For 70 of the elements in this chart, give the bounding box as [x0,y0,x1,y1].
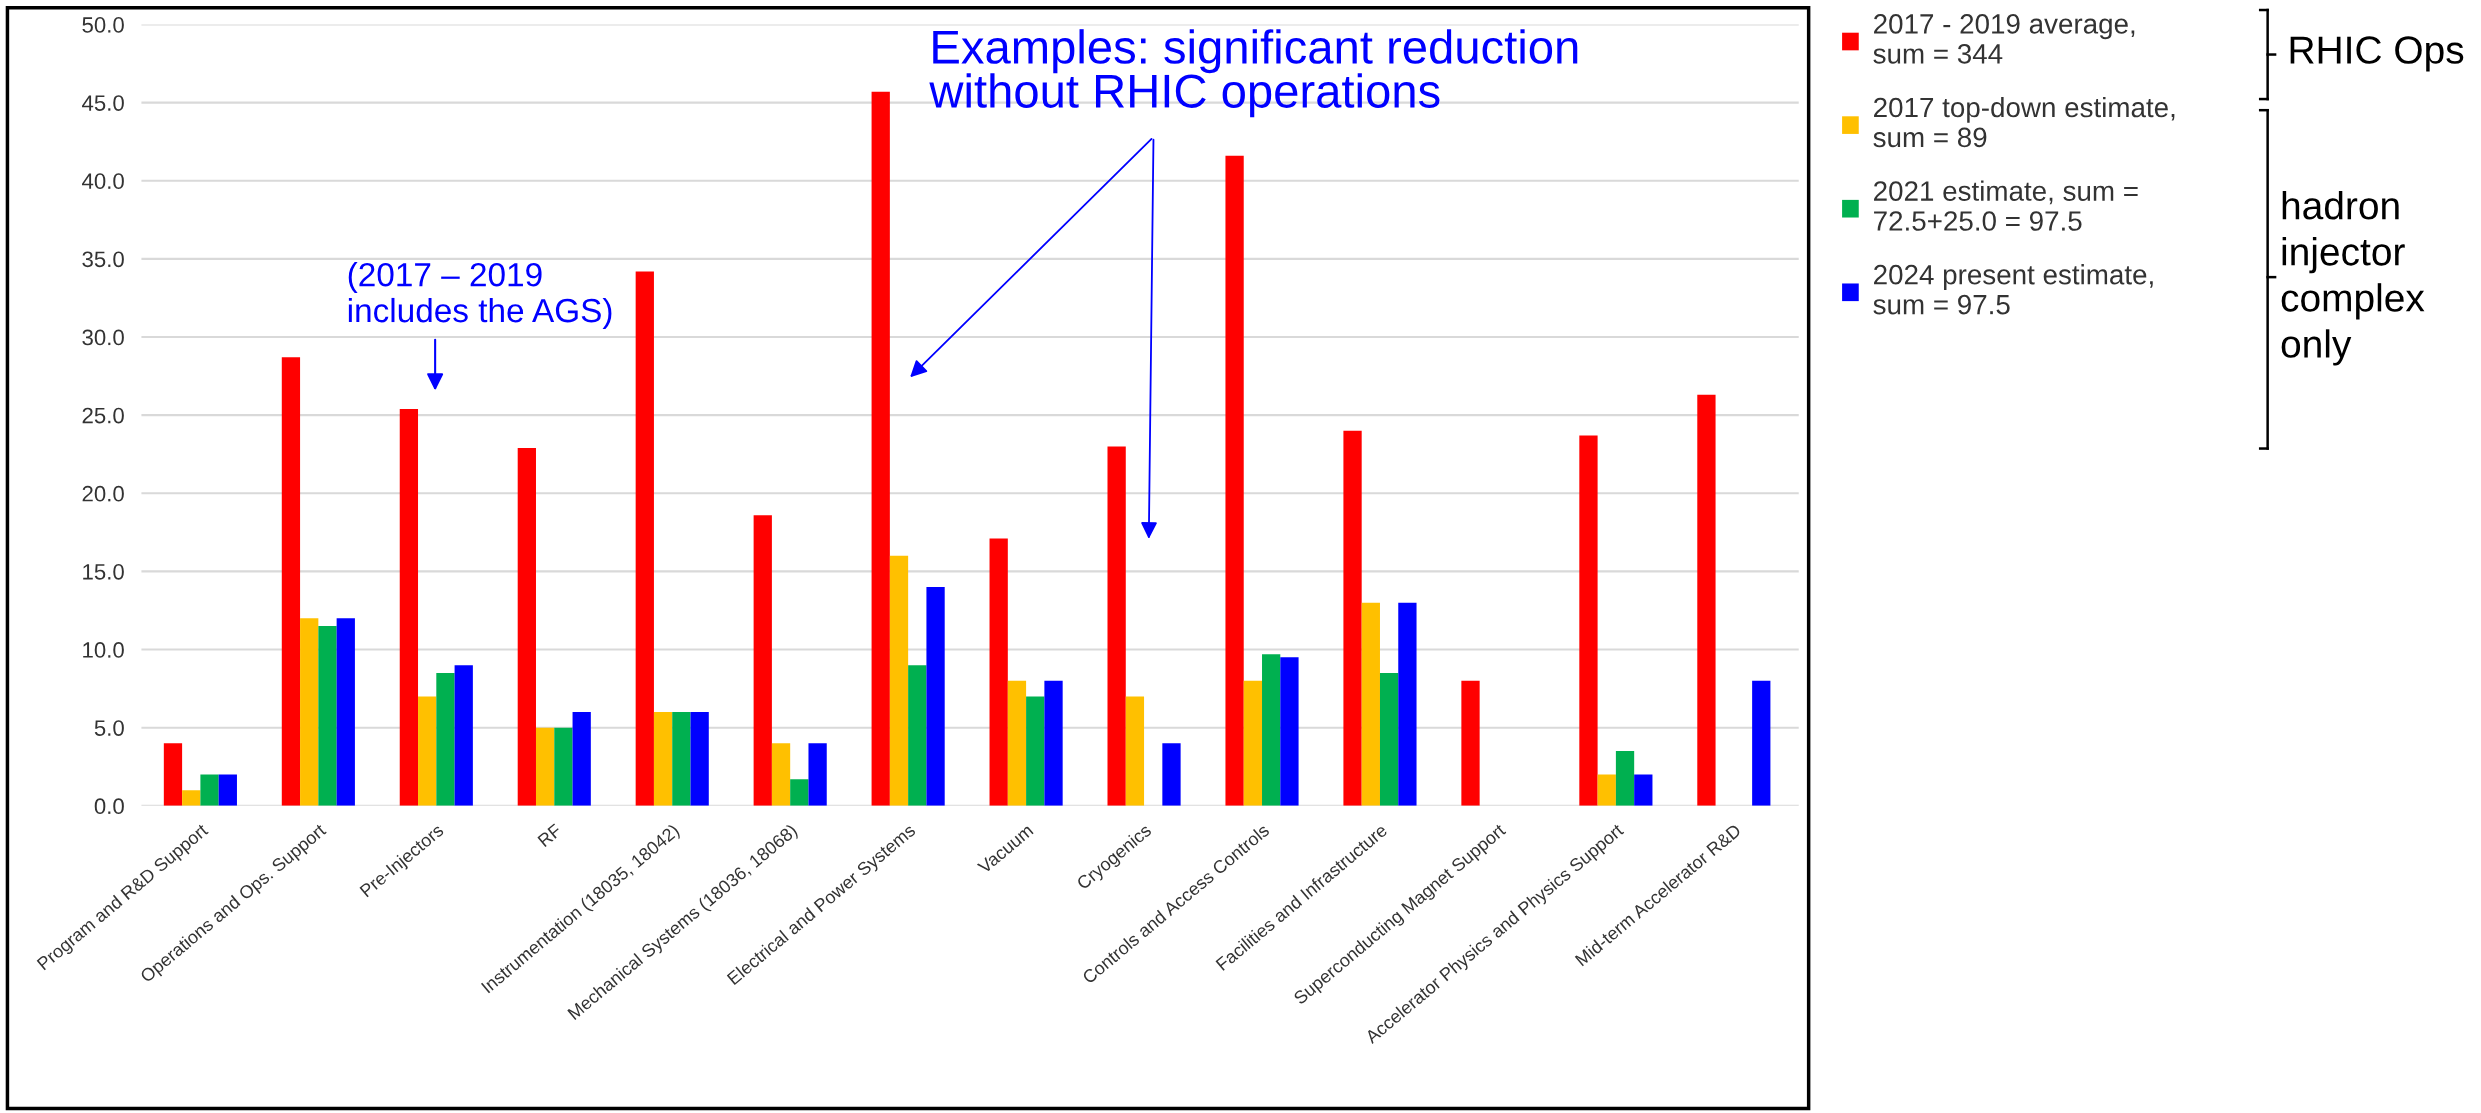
legend-label: 2024 present estimate, sum = 97.5 [1873,264,2153,315]
text: RHIC Ops [2290,36,2464,72]
bar [1634,774,1653,806]
bar [572,712,591,806]
bar [771,743,791,806]
bar [635,271,654,806]
text: hadron injector complex only [2281,190,2425,366]
bar [653,712,673,806]
y-tick-label: 5.0 [94,720,124,736]
bar [1361,602,1380,806]
y-tick-label: 45.0 [82,95,124,111]
bar [690,712,709,806]
bar [871,91,890,806]
annotation: Examples: significant reduction without RHIC operations [929,29,1578,118]
y-tick-label: 20.0 [82,485,124,502]
bar [300,618,319,806]
bar [808,743,827,806]
legend-label: 2021 estimate, sum = 72.5+25.0 = 97.5 [1874,180,2138,231]
bar [989,538,1008,806]
bar [454,665,473,806]
bar [1597,774,1616,806]
bar [753,515,772,806]
bar [1379,672,1399,806]
y-tick-label: 35.0 [82,251,124,268]
bar [1162,743,1181,806]
bar [554,727,573,806]
y-tick-label: 15.0 [83,563,124,580]
legend-label: 2017 - 2019 average, sum = 344 [1873,14,2135,64]
bar [318,626,337,806]
bar [926,587,945,806]
bar [790,779,809,806]
bar [336,618,355,806]
bar [418,696,437,806]
bar [517,447,536,806]
x-tick-label: RF [537,823,563,848]
bar [1044,680,1063,806]
bar [1280,657,1299,806]
bar [281,357,301,806]
y-tick-label: 40.0 [82,173,124,190]
bar [399,408,419,806]
annotation: (2017 – 2019 includes the AGS) [348,262,612,329]
bar [889,555,909,806]
bar [218,774,237,806]
bar [1752,680,1771,806]
bar [1697,394,1716,806]
y-tick-label: 10.0 [83,642,124,658]
bar [1007,680,1027,806]
bar [1398,602,1417,806]
bar [1579,435,1598,806]
bar [1262,654,1281,806]
y-tick-label: 25.0 [82,407,124,424]
bar [1026,696,1045,806]
bar [1107,446,1126,806]
legend-label: 2017 top-down estimate, sum = 89 [1873,96,2175,148]
bar [200,774,219,806]
bar [908,665,927,806]
y-tick-label: 0.0 [94,798,124,815]
bar [1243,680,1263,806]
bar [1461,680,1480,806]
bar [672,712,691,806]
bar [182,790,201,806]
bar [163,743,183,806]
bar [1615,751,1635,806]
y-tick-label: 50.0 [82,17,124,33]
bar [1343,430,1362,806]
bar [1225,155,1244,806]
y-tick-label: 30.0 [82,329,124,346]
bar [436,672,455,806]
bar [1125,696,1145,806]
bar [535,727,555,806]
